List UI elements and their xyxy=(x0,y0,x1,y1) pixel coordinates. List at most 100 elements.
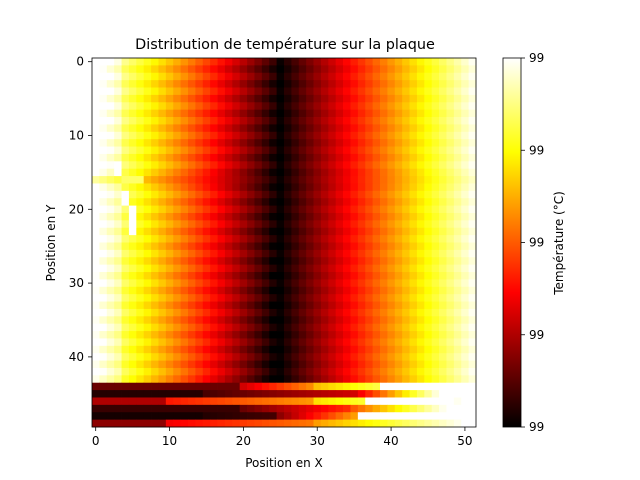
heatmap-cell xyxy=(269,286,278,295)
heatmap-cell xyxy=(468,404,477,413)
heatmap-cell xyxy=(114,301,122,310)
heatmap-cell xyxy=(291,124,300,133)
heatmap-cell xyxy=(335,102,344,111)
heatmap-cell xyxy=(121,272,130,280)
heatmap-cell xyxy=(387,286,396,295)
heatmap-cell xyxy=(372,235,381,243)
heatmap-cell xyxy=(128,131,137,140)
heatmap-cell xyxy=(151,183,159,192)
heatmap-cell xyxy=(180,294,189,302)
heatmap-cell xyxy=(461,331,470,339)
heatmap-cell xyxy=(106,294,115,302)
heatmap-cell xyxy=(461,102,470,111)
heatmap-cell xyxy=(409,338,418,347)
heatmap-cell xyxy=(424,227,433,236)
heatmap-cell xyxy=(247,272,255,280)
heatmap-cell xyxy=(402,80,410,88)
heatmap-cell xyxy=(188,323,196,332)
heatmap-cell xyxy=(128,382,137,391)
heatmap-cell xyxy=(284,212,292,221)
heatmap-cell xyxy=(284,375,292,384)
heatmap-cell xyxy=(372,360,381,369)
heatmap-cell xyxy=(106,360,115,369)
heatmap-cell xyxy=(188,397,196,406)
heatmap-cell xyxy=(114,249,122,258)
heatmap-cell xyxy=(202,168,211,177)
heatmap-cell xyxy=(247,360,255,369)
heatmap-cell xyxy=(402,94,410,103)
heatmap-cell xyxy=(453,242,462,251)
heatmap-cell xyxy=(173,264,182,273)
heatmap-cell xyxy=(151,161,159,170)
heatmap-cell xyxy=(431,308,440,317)
heatmap-cell xyxy=(291,65,300,74)
heatmap-cell xyxy=(328,331,337,339)
heatmap-cell xyxy=(92,87,100,96)
x-tick-label: 10 xyxy=(162,434,177,448)
heatmap-cell xyxy=(446,227,455,236)
heatmap-cell xyxy=(247,190,255,199)
heatmap-cell xyxy=(92,235,100,243)
heatmap-cell xyxy=(343,124,351,133)
heatmap-cell xyxy=(431,80,440,88)
heatmap-cell xyxy=(365,360,374,369)
heatmap-cell xyxy=(424,80,433,88)
heatmap-cell xyxy=(350,65,359,74)
heatmap-cell xyxy=(128,124,137,133)
heatmap-cell xyxy=(128,397,137,406)
heatmap-cell xyxy=(217,390,226,398)
heatmap-cell xyxy=(195,117,204,125)
heatmap-cell xyxy=(313,94,322,103)
heatmap-cell xyxy=(224,190,233,199)
heatmap-cell xyxy=(424,168,433,177)
heatmap-cell xyxy=(320,294,329,302)
heatmap-cell xyxy=(431,360,440,369)
heatmap-cell xyxy=(276,102,285,111)
heatmap-cell xyxy=(106,382,115,391)
heatmap-cell xyxy=(158,286,167,295)
heatmap-cell xyxy=(276,264,285,273)
heatmap-cell xyxy=(254,308,263,317)
heatmap-cell xyxy=(188,249,196,258)
heatmap-cell xyxy=(239,168,248,177)
heatmap-cell xyxy=(217,419,226,428)
heatmap-cell xyxy=(106,109,115,118)
heatmap-cell xyxy=(106,338,115,347)
heatmap-cell xyxy=(247,301,255,310)
heatmap-cell xyxy=(261,205,270,214)
heatmap-cell xyxy=(247,294,255,302)
heatmap-cell xyxy=(269,249,278,258)
heatmap-cell xyxy=(468,212,477,221)
heatmap-cell xyxy=(298,109,307,118)
heatmap-cell xyxy=(224,360,233,369)
heatmap-cell xyxy=(224,345,233,354)
heatmap-cell xyxy=(158,212,167,221)
heatmap-cell xyxy=(394,146,403,155)
heatmap-cell xyxy=(217,345,226,354)
heatmap-cell xyxy=(151,102,159,111)
heatmap-cell xyxy=(446,109,455,118)
heatmap-cell xyxy=(409,131,418,140)
heatmap-cell xyxy=(254,176,263,184)
heatmap-cell xyxy=(328,338,337,347)
heatmap-cell xyxy=(151,242,159,251)
heatmap-cell xyxy=(335,338,344,347)
heatmap-cell xyxy=(343,279,351,288)
heatmap-cell xyxy=(151,212,159,221)
heatmap-cell xyxy=(261,360,270,369)
heatmap-cell xyxy=(188,168,196,177)
heatmap-cell xyxy=(239,117,248,125)
heatmap-cell xyxy=(254,117,263,125)
heatmap-cell xyxy=(210,404,218,413)
heatmap-cell xyxy=(143,227,152,236)
heatmap-cell xyxy=(202,397,211,406)
heatmap-cell xyxy=(114,345,122,354)
heatmap-cell xyxy=(328,264,337,273)
heatmap-cell xyxy=(328,323,337,332)
heatmap-cell xyxy=(217,117,226,125)
heatmap-cell xyxy=(372,87,381,96)
heatmap-cell xyxy=(143,198,152,206)
heatmap-cell xyxy=(424,286,433,295)
heatmap-cell xyxy=(261,316,270,325)
heatmap-cell xyxy=(165,279,174,288)
